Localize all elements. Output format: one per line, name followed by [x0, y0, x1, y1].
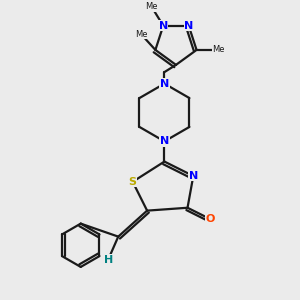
Text: H: H: [103, 255, 113, 265]
Text: N: N: [189, 171, 198, 181]
Text: Me: Me: [135, 29, 147, 38]
Text: N: N: [160, 79, 169, 88]
Text: N: N: [160, 136, 169, 146]
Text: Me: Me: [212, 45, 224, 54]
Text: N: N: [184, 21, 193, 31]
Text: N: N: [159, 21, 168, 31]
Text: O: O: [206, 214, 215, 224]
Text: Me: Me: [146, 2, 158, 11]
Text: S: S: [129, 177, 137, 187]
